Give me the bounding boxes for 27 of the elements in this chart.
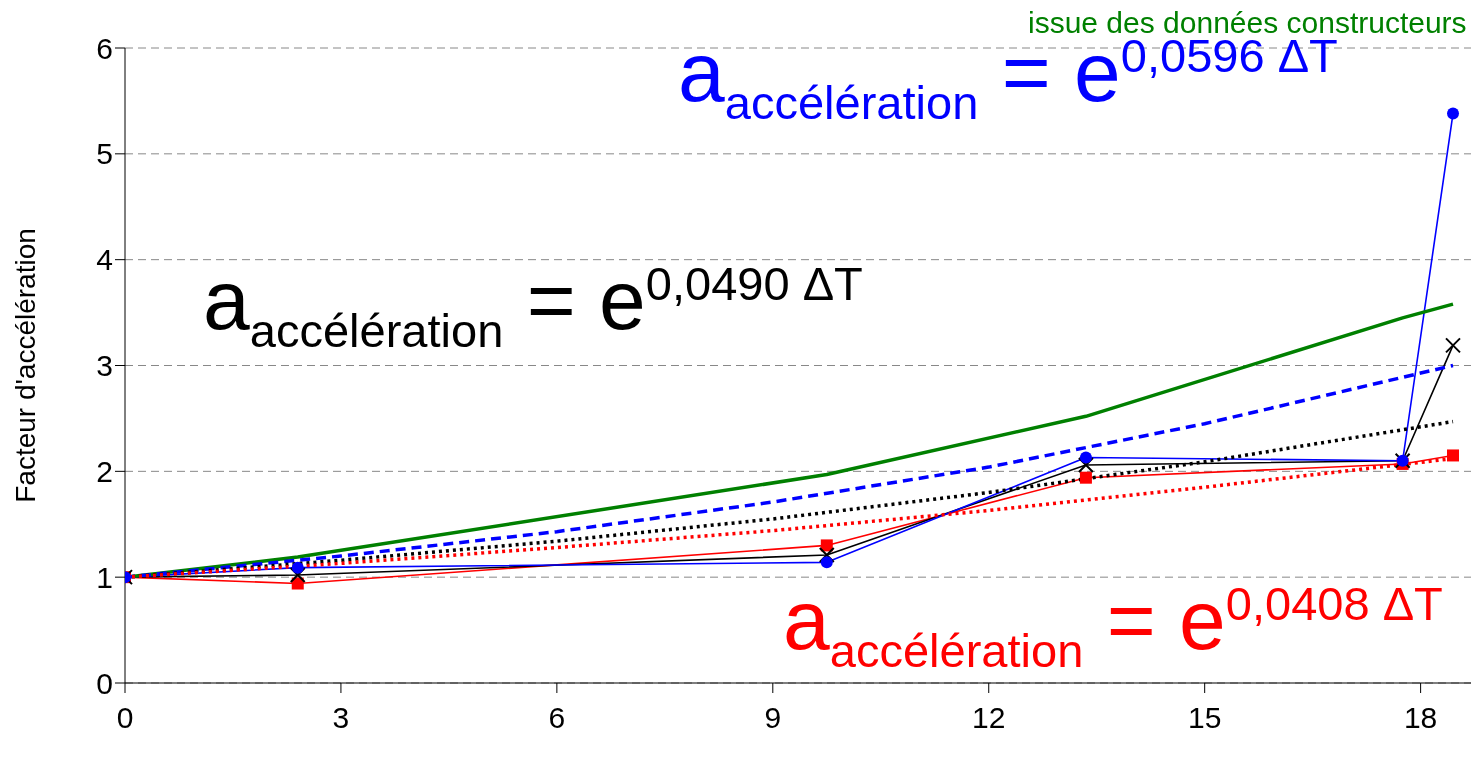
point — [291, 561, 304, 574]
x-tick-label: 9 — [764, 701, 782, 735]
point — [1079, 451, 1092, 464]
point — [289, 567, 306, 584]
y-tick-label: 1 — [96, 560, 113, 594]
x-tick-label: 6 — [548, 701, 566, 735]
point — [818, 546, 835, 563]
point — [1447, 449, 1460, 462]
y-tick-label: 4 — [96, 243, 113, 277]
series-label: a$_{accélération}$ = e$^{0,0408 ΔT}$ — [783, 573, 1443, 677]
y-tick-label: 2 — [96, 454, 113, 488]
point — [1445, 337, 1462, 354]
y-tick-label: 0 — [96, 666, 113, 700]
x-tick-label: 15 — [1187, 701, 1222, 735]
series-label: a$_{accélération}$ = e$^{0,0490 ΔT}$ — [203, 253, 863, 357]
y-tick-label: 5 — [96, 137, 113, 171]
y-axis-title: Facteur d'accélération — [9, 228, 41, 503]
x-tick-label: 18 — [1403, 701, 1438, 735]
y-tick-label: 6 — [96, 31, 113, 65]
point — [1077, 456, 1094, 473]
point — [1447, 107, 1460, 120]
point — [1079, 471, 1092, 484]
y-tick-label: 3 — [96, 349, 113, 383]
x-tick-label: 3 — [332, 701, 350, 735]
point — [820, 556, 833, 569]
x-tick-label: 12 — [972, 701, 1006, 735]
point — [820, 539, 833, 552]
